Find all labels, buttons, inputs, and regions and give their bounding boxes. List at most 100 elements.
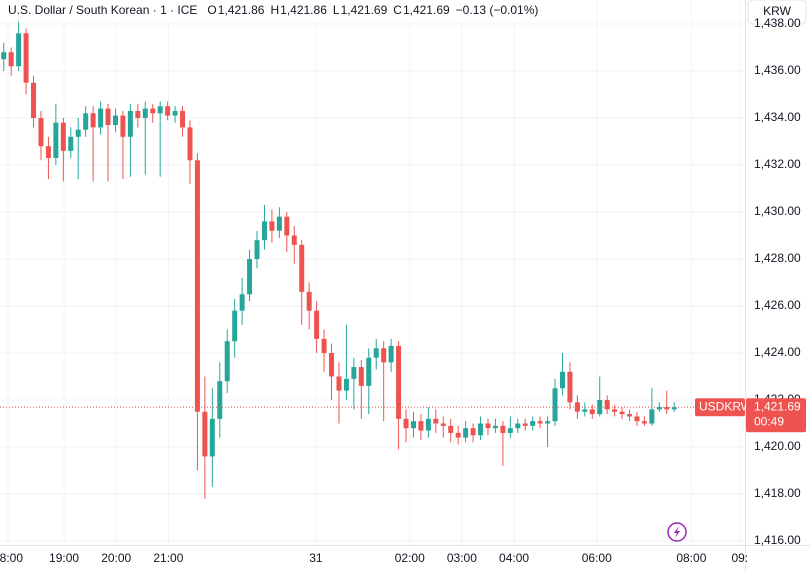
candle-body	[604, 399, 610, 410]
candle-body	[537, 421, 543, 424]
candle-body	[381, 348, 387, 363]
candle-body	[142, 108, 148, 118]
plot	[0, 0, 745, 545]
y-tick-label: 1,426.00	[754, 298, 801, 312]
x-tick-label: 20:00	[101, 551, 131, 565]
candle-body	[68, 136, 74, 151]
y-tick-label: 1,436.00	[754, 63, 801, 77]
candle-body	[418, 421, 424, 431]
x-tick-label: 21:00	[153, 551, 183, 565]
legend-key: H	[270, 3, 279, 17]
candle-body	[582, 409, 588, 412]
legend-key: L	[333, 3, 340, 17]
y-tick-label: 1,438.00	[754, 16, 801, 30]
candle-body	[157, 106, 163, 114]
candle-body	[150, 108, 156, 114]
candle-body	[574, 402, 580, 412]
candle-body	[165, 106, 171, 116]
candle-body	[23, 33, 29, 83]
legend-value: 1,421.69	[403, 3, 450, 17]
candle-body	[53, 122, 59, 158]
candle-body	[552, 388, 558, 422]
candle-body	[127, 110, 133, 137]
candle-body	[90, 113, 96, 128]
x-tick-label: 09:	[731, 551, 748, 565]
candle-body	[478, 423, 484, 436]
y-tick-label: 1,432.00	[754, 157, 801, 171]
candle-body	[299, 244, 305, 292]
price-tag-label: 1,421.69	[754, 399, 801, 413]
candle-body	[641, 421, 647, 424]
candle-body	[38, 117, 44, 147]
candle-body	[545, 421, 551, 424]
candle-body	[269, 221, 275, 231]
candle-body	[664, 407, 670, 410]
currency: KRW	[763, 4, 791, 18]
y-tick-label: 1,434.00	[754, 110, 801, 124]
candle-body	[45, 146, 51, 158]
candle-body	[321, 338, 327, 353]
candle-body	[314, 310, 320, 339]
candle-body	[98, 108, 104, 128]
candle-body	[634, 416, 640, 422]
x-tick-label: 31	[309, 551, 323, 565]
candle-body	[485, 423, 491, 429]
lightning-icon[interactable]	[667, 522, 687, 542]
candle-body	[425, 418, 431, 431]
legend-change: −0.13 (−0.01%)	[456, 3, 539, 17]
candle-body	[627, 414, 633, 417]
legend-value: 1,421.86	[280, 3, 327, 17]
x-tick-label: 08:00	[676, 551, 706, 565]
candle-body	[336, 376, 342, 391]
candle-body	[656, 407, 662, 410]
candle-body	[209, 418, 215, 457]
symbol-tag	[695, 398, 745, 417]
legend-value: 1,421.69	[341, 3, 388, 17]
candle-body	[16, 33, 22, 67]
candle-body	[83, 113, 89, 130]
candle-body	[306, 291, 312, 311]
candle-body	[455, 432, 461, 438]
x-tick-label: 19:00	[49, 551, 79, 565]
candle-body	[172, 110, 178, 116]
candle-body	[8, 52, 14, 67]
y-tick-label: 1,428.00	[754, 251, 801, 265]
candle-body	[373, 348, 379, 358]
candle-body	[671, 407, 677, 410]
candle-body	[239, 294, 245, 311]
legend-value: 1,421.86	[218, 3, 265, 17]
candle-body	[135, 110, 141, 118]
candle-body	[75, 129, 81, 137]
candle-body	[589, 409, 595, 415]
candle-body	[559, 371, 565, 389]
y-tick-label: 1,416.00	[754, 533, 801, 547]
candle-body	[492, 425, 498, 429]
candle-body	[343, 378, 349, 391]
candle-body	[649, 409, 655, 424]
candle-body	[470, 428, 476, 436]
candle-body	[120, 115, 126, 137]
legend-bg	[0, 0, 540, 22]
candle-body	[440, 423, 446, 426]
candle-body	[291, 235, 297, 245]
candle-body	[500, 425, 506, 433]
candle-body	[410, 421, 416, 429]
y-tick-label: 1,418.00	[754, 486, 801, 500]
candle-body	[403, 418, 409, 429]
y-tick-label: 1,420.00	[754, 439, 801, 453]
candle-body	[60, 122, 66, 151]
candle-body	[187, 127, 193, 161]
currency-box[interactable]	[747, 0, 807, 25]
candle-body	[224, 341, 230, 382]
candle-body	[31, 82, 37, 118]
candle-body	[1, 52, 7, 60]
x-tick-label: 03:00	[447, 551, 477, 565]
candle-body	[433, 418, 439, 424]
x-tick-label: 02:00	[395, 551, 425, 565]
symbol-tag-label: USDKRW	[699, 399, 753, 413]
candle-body	[366, 357, 372, 386]
candle-body	[202, 411, 208, 457]
candle-body	[619, 411, 625, 415]
